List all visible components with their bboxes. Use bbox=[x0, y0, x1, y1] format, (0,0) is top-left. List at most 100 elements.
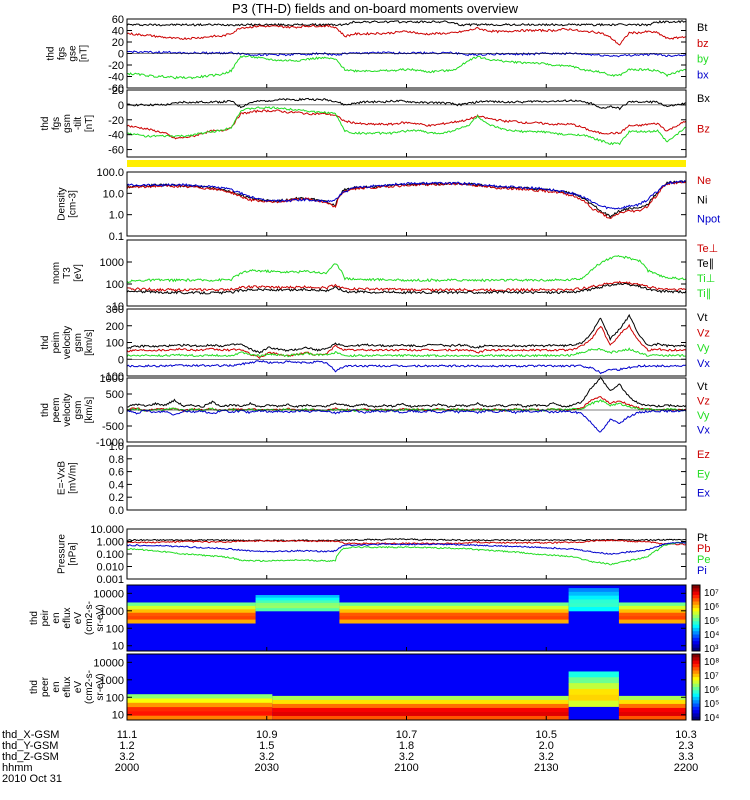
series-line-vy bbox=[126, 347, 686, 358]
page-title: P3 (TH-D) fields and on-board moments ov… bbox=[231, 1, 519, 16]
legend-entry: Ni bbox=[697, 194, 707, 206]
legend-entry: Vx bbox=[697, 425, 710, 437]
colorbar-swatch bbox=[692, 696, 700, 701]
y-tick-label: 0 bbox=[118, 354, 124, 366]
y-tick-label: 1.000 bbox=[96, 537, 124, 549]
x-axis-row-value: 11.1 bbox=[117, 729, 138, 741]
colorbar-swatch bbox=[692, 657, 700, 662]
y-axis-label: thd bbox=[46, 47, 57, 61]
legend-entry: Vy bbox=[697, 410, 710, 422]
y-axis-label: eflux bbox=[62, 607, 73, 628]
heatmap-cell bbox=[339, 609, 569, 614]
y-axis-label: [km/s] bbox=[84, 329, 95, 356]
colorbar-swatch bbox=[692, 604, 700, 609]
y-axis-label: thd bbox=[40, 117, 51, 131]
panel-peer-eflux: 10⁸ 10⁷ 10⁶ 10⁵ 10⁴ 10000 1000 100 10 thd peer en ef… bbox=[29, 653, 719, 724]
y-tick-label: 10000 bbox=[93, 657, 124, 669]
legend-entry: Ti∥ bbox=[697, 288, 711, 300]
colorbar-tick-label: 10⁶ bbox=[704, 685, 719, 696]
y-tick-label: -40 bbox=[108, 130, 124, 142]
x-axis-row-value: 10.9 bbox=[256, 729, 277, 741]
y-axis-label: [nT] bbox=[79, 45, 90, 62]
heatmap-cell bbox=[272, 711, 569, 717]
x-axis-row-value: 10.5 bbox=[536, 729, 557, 741]
heatmap-cell bbox=[618, 711, 686, 717]
series-line-vt bbox=[127, 376, 687, 409]
y-axis-label: Pressure bbox=[57, 534, 68, 574]
x-axis-row-value: 3.2 bbox=[539, 751, 554, 763]
colorbar-swatch bbox=[692, 624, 700, 629]
colorbar-swatch bbox=[692, 601, 700, 606]
y-tick-label: 100 bbox=[106, 623, 124, 635]
x-axis-row-value: 3.2 bbox=[119, 751, 134, 763]
legend-entry: Ex bbox=[697, 488, 710, 500]
series-line-te bbox=[126, 282, 687, 295]
x-axis-row-value: 2200 bbox=[674, 762, 698, 774]
y-tick-label: 0.2 bbox=[109, 492, 124, 504]
colorbar-swatch bbox=[692, 611, 700, 616]
heatmap-cell bbox=[568, 694, 619, 702]
colorbar-swatch bbox=[692, 631, 700, 635]
y-axis-label: en bbox=[51, 681, 62, 692]
x-axis-row-value: 2030 bbox=[255, 762, 279, 774]
legend-entry: Vt bbox=[697, 312, 707, 324]
heatmap-cell bbox=[272, 695, 569, 701]
heatmap-cell bbox=[255, 600, 340, 604]
x-axis-row-label: thd_Y-GSM bbox=[2, 740, 58, 752]
colorbar-swatch bbox=[692, 627, 700, 632]
panel-frame bbox=[126, 171, 687, 237]
series-line-pi bbox=[126, 541, 687, 555]
heatmap-cell bbox=[618, 616, 686, 621]
legend-entry: Vz bbox=[697, 327, 710, 339]
y-tick-label: 0.010 bbox=[96, 562, 124, 574]
y-tick-label: 0 bbox=[118, 405, 124, 417]
series-line-bx bbox=[126, 50, 687, 58]
heatmap-cell bbox=[272, 707, 569, 713]
panel-peir-eflux: 10⁷ 10⁶ 10⁵ 10⁴ 10³ 10000 1000 100 10 thd peir en ef… bbox=[29, 584, 719, 655]
y-axis-label: mom bbox=[51, 262, 62, 284]
colorbar-swatch bbox=[692, 654, 700, 658]
colorbar-tick-label: 10⁵ bbox=[704, 699, 719, 710]
heatmap-cell bbox=[127, 702, 273, 708]
series-line-ni bbox=[126, 180, 687, 219]
y-tick-label: -60 bbox=[108, 145, 124, 157]
y-axis-label: velocity bbox=[62, 393, 73, 426]
legend-entry: Ne bbox=[697, 175, 711, 187]
y-axis-label: eV bbox=[73, 612, 84, 625]
colorbar-swatch bbox=[692, 647, 700, 652]
heatmap-cell bbox=[568, 588, 619, 593]
colorbar-tick-label: 10⁶ bbox=[704, 602, 719, 613]
heatmap-cell bbox=[618, 703, 686, 709]
colorbar-swatch bbox=[692, 637, 700, 642]
legend-entry: Bt bbox=[697, 22, 707, 34]
y-tick-label: 10000 bbox=[93, 588, 124, 600]
series-line-te-red bbox=[127, 280, 687, 292]
heatmap-cell bbox=[339, 602, 569, 607]
y-axis-label: fgs bbox=[51, 117, 62, 130]
y-tick-label: 100 bbox=[106, 692, 124, 704]
heatmap-cell bbox=[127, 609, 256, 614]
heatmap-cell bbox=[339, 605, 569, 610]
panel-frame bbox=[126, 89, 687, 158]
legend-entry: bx bbox=[697, 69, 709, 81]
x-axis-row-value: 1.8 bbox=[399, 740, 414, 752]
heatmap-cell bbox=[568, 607, 619, 612]
y-axis-label: Density bbox=[57, 187, 68, 220]
x-axis-row-value: 2130 bbox=[534, 762, 558, 774]
legend-entry: Bz bbox=[697, 124, 710, 136]
heatmap-cell bbox=[568, 677, 619, 684]
legend-entry: by bbox=[697, 54, 709, 66]
series-line-pb bbox=[126, 539, 687, 546]
colorbar-swatch bbox=[692, 700, 700, 704]
y-axis-label: (cm2-s- bbox=[84, 601, 95, 635]
colorbar-swatch bbox=[692, 618, 700, 622]
series-line-bz-green bbox=[126, 106, 686, 146]
heatmap-cell bbox=[618, 609, 686, 614]
panel-frame bbox=[126, 528, 687, 580]
colorbar-swatch bbox=[692, 687, 700, 691]
y-axis-label: [mV/m] bbox=[68, 462, 79, 494]
y-axis-label: gse bbox=[68, 45, 79, 62]
heatmap-cell bbox=[568, 688, 619, 696]
y-axis-label: gsm bbox=[73, 401, 84, 420]
colorbar-swatch bbox=[692, 588, 700, 593]
